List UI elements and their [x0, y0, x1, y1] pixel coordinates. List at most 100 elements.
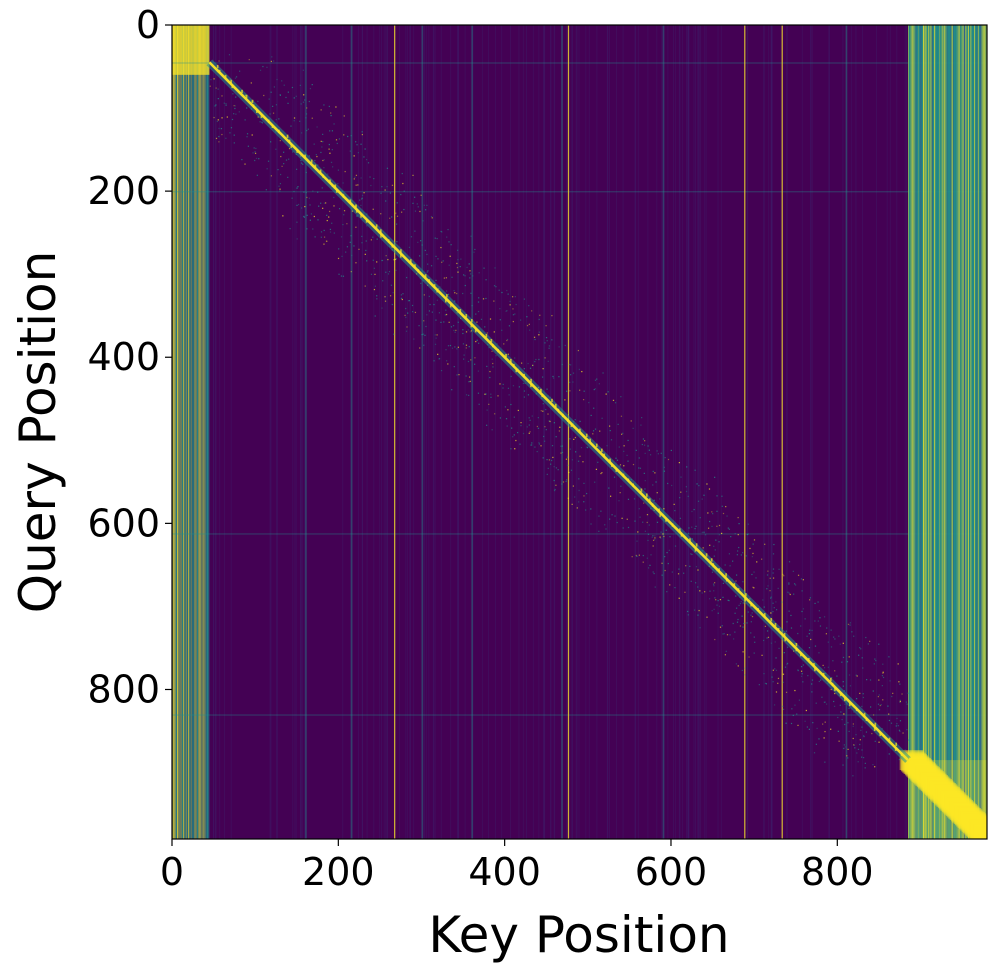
attention-speckle — [848, 730, 850, 733]
attention-speckle — [291, 86, 294, 89]
attention-speckle — [699, 517, 701, 519]
attention-speckle — [553, 466, 555, 468]
sink-column-stripe — [205, 25, 207, 839]
attention-speckle — [337, 169, 340, 171]
attention-speckle — [423, 320, 425, 322]
attention-speckle — [810, 638, 812, 641]
attention-speckle — [729, 634, 731, 636]
attention-speckle — [522, 432, 525, 435]
attention-speckle — [547, 467, 549, 470]
attention-speckle — [506, 338, 509, 341]
attention-speckle — [551, 339, 553, 341]
attention-speckle — [493, 285, 496, 287]
attention-speckle — [434, 237, 436, 239]
background-texture-column — [771, 25, 773, 839]
background-texture-column — [410, 25, 412, 839]
attention-speckle — [867, 643, 869, 645]
attention-speckle — [453, 366, 455, 368]
attention-speckle — [794, 584, 797, 586]
attention-speckle — [679, 497, 681, 499]
background-texture-column — [277, 25, 278, 839]
attention-speckle — [834, 670, 836, 672]
attention-speckle — [289, 228, 291, 230]
attention-speckle — [244, 119, 246, 121]
attention-speckle — [235, 113, 237, 115]
attention-speckle — [673, 503, 675, 506]
attention-speckle — [270, 175, 273, 177]
y-tick-label: 600 — [87, 501, 160, 545]
attention-speckle — [406, 326, 408, 328]
dense-block-stripe — [960, 25, 962, 839]
attention-speckle — [323, 236, 326, 238]
attention-speckle — [448, 321, 450, 323]
attention-speckle — [858, 654, 860, 656]
attention-speckle — [450, 244, 452, 246]
attention-speckle — [595, 468, 598, 470]
attention-speckle — [786, 663, 788, 665]
attention-speckle — [381, 186, 383, 188]
attention-speckle — [355, 184, 357, 186]
faint-vertical-line — [561, 25, 563, 839]
attention-speckle — [709, 544, 711, 546]
diagonal-speckle — [490, 338, 493, 343]
attention-speckle — [594, 379, 597, 381]
diagonal-speckle — [540, 388, 542, 393]
attention-speckle — [752, 552, 754, 555]
attention-speckle — [865, 731, 868, 733]
attention-speckle — [778, 568, 780, 570]
attention-speckle — [420, 194, 422, 196]
attention-speckle — [782, 708, 785, 710]
diagonal-speckle — [865, 717, 868, 722]
attention-speckle — [514, 448, 516, 450]
diagonal-speckle — [579, 428, 581, 432]
dense-block-stripe — [935, 25, 937, 839]
attention-speckle — [801, 673, 803, 675]
attention-speckle — [544, 342, 546, 344]
dense-block-stripe — [921, 25, 923, 839]
attention-speckle — [641, 443, 643, 446]
dense-block-stripe — [980, 25, 982, 839]
attention-speckle — [523, 368, 525, 370]
attention-speckle — [365, 158, 368, 161]
attention-speckle — [856, 752, 858, 754]
attention-speckle — [560, 445, 562, 447]
attention-speckle — [849, 624, 851, 626]
attention-speckle — [443, 277, 446, 279]
background-texture-column — [428, 25, 430, 839]
background-texture-column — [543, 25, 545, 839]
attention-speckle — [626, 518, 628, 520]
attention-speckle — [507, 353, 509, 355]
background-texture-column — [842, 25, 844, 839]
heatmap-plot-area — [172, 25, 987, 839]
attention-speckle — [800, 670, 803, 672]
attention-speckle — [749, 547, 751, 550]
diagonal-speckle — [433, 284, 436, 288]
attention-speckle — [753, 652, 755, 654]
background-texture-column — [688, 25, 690, 839]
attention-speckle — [577, 460, 580, 462]
background-texture-column — [380, 25, 382, 839]
diagonal-speckle — [744, 598, 746, 602]
attention-speckle — [340, 236, 343, 238]
background-texture-column — [686, 25, 688, 839]
diagonal-speckle — [831, 682, 834, 687]
attention-speckle — [530, 444, 532, 446]
attention-speckle — [691, 526, 693, 528]
attention-speckle — [847, 722, 849, 724]
attention-speckle — [824, 701, 826, 703]
attention-speckle — [447, 228, 449, 231]
attention-speckle — [328, 105, 330, 108]
attention-speckle — [679, 517, 682, 520]
attention-speckle — [457, 321, 459, 323]
attention-speckle — [718, 605, 721, 607]
attention-speckle — [644, 440, 646, 442]
attention-speckle — [579, 455, 581, 457]
attention-speckle — [906, 729, 908, 731]
attention-speckle — [590, 523, 592, 525]
attention-speckle — [430, 215, 433, 218]
attention-speckle — [843, 713, 845, 715]
sink-column-stripe — [190, 25, 192, 839]
diagonal-speckle — [267, 119, 270, 124]
attention-speckle — [762, 639, 765, 642]
